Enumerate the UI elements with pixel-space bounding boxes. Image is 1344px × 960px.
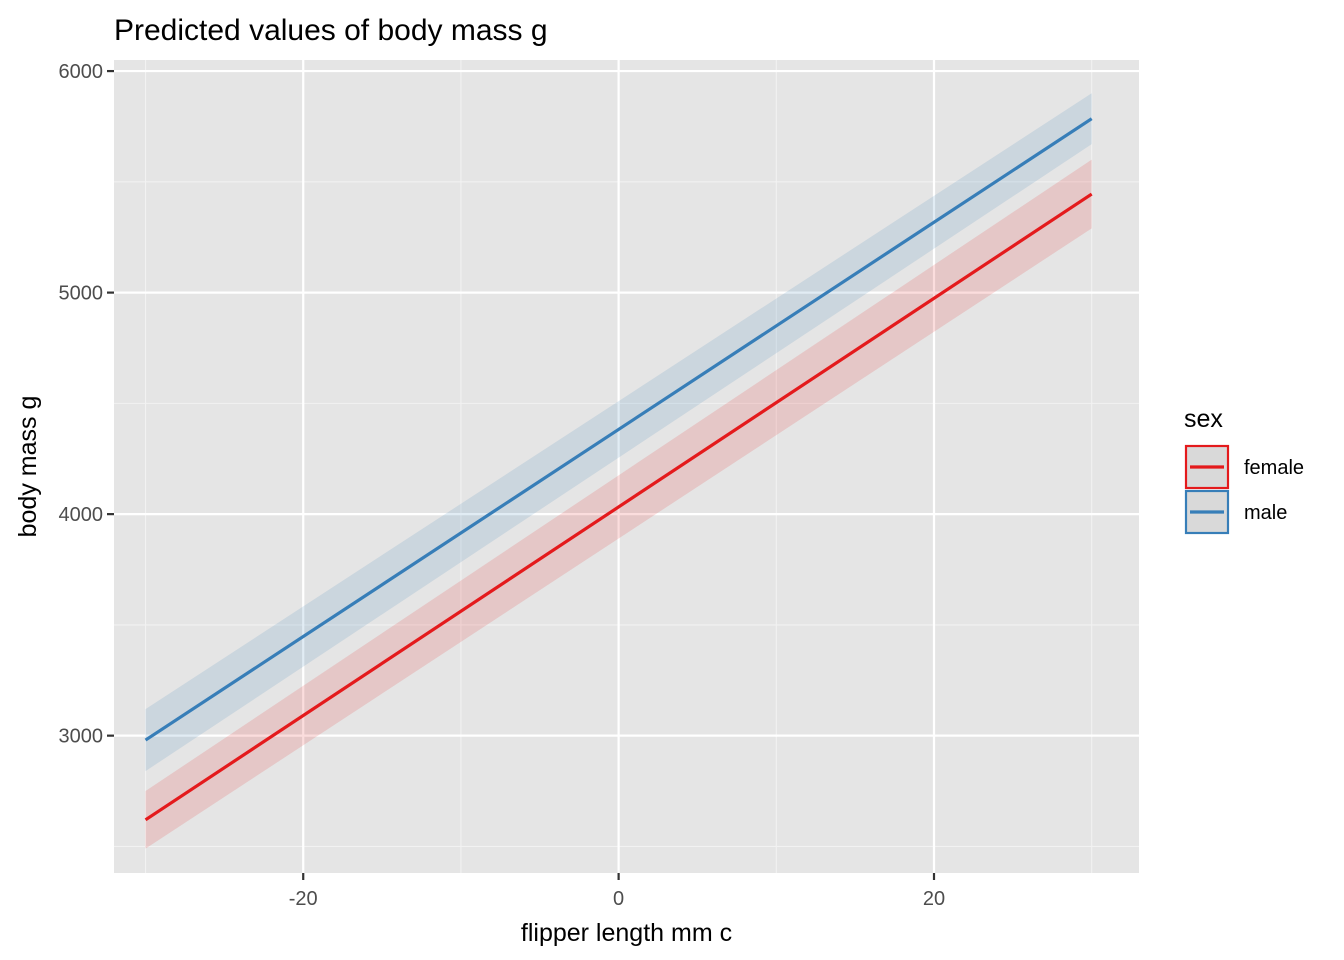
chart-title: Predicted values of body mass g [114,14,548,47]
y-tick-label: 3000 [59,726,104,748]
x-tick-label: -20 [289,888,318,910]
x-tick-label: 20 [923,888,945,910]
ribbon-male [145,93,1092,772]
series-lines [144,117,1093,822]
line-female [144,192,1093,822]
legend-label-male: male [1244,502,1287,524]
y-tick-label: 6000 [59,61,104,83]
legend: sex female male [1184,405,1304,535]
y-tick-label: 5000 [59,283,104,305]
confidence-ribbons [145,93,1092,849]
y-axis-ticks: 3000 4000 5000 6000 [59,61,114,748]
y-axis-title: body mass g [14,396,42,538]
line-male [144,117,1093,742]
x-tick-label: 0 [613,888,624,910]
legend-title: sex [1184,405,1223,433]
x-axis-ticks: -20 0 20 [289,873,945,910]
x-axis-title: flipper length mm c [521,919,732,947]
plot-panel [114,60,1139,873]
ribbon-female [145,159,1092,849]
y-tick-label: 4000 [59,504,104,526]
legend-label-female: female [1244,457,1304,479]
major-grid [114,60,1139,873]
